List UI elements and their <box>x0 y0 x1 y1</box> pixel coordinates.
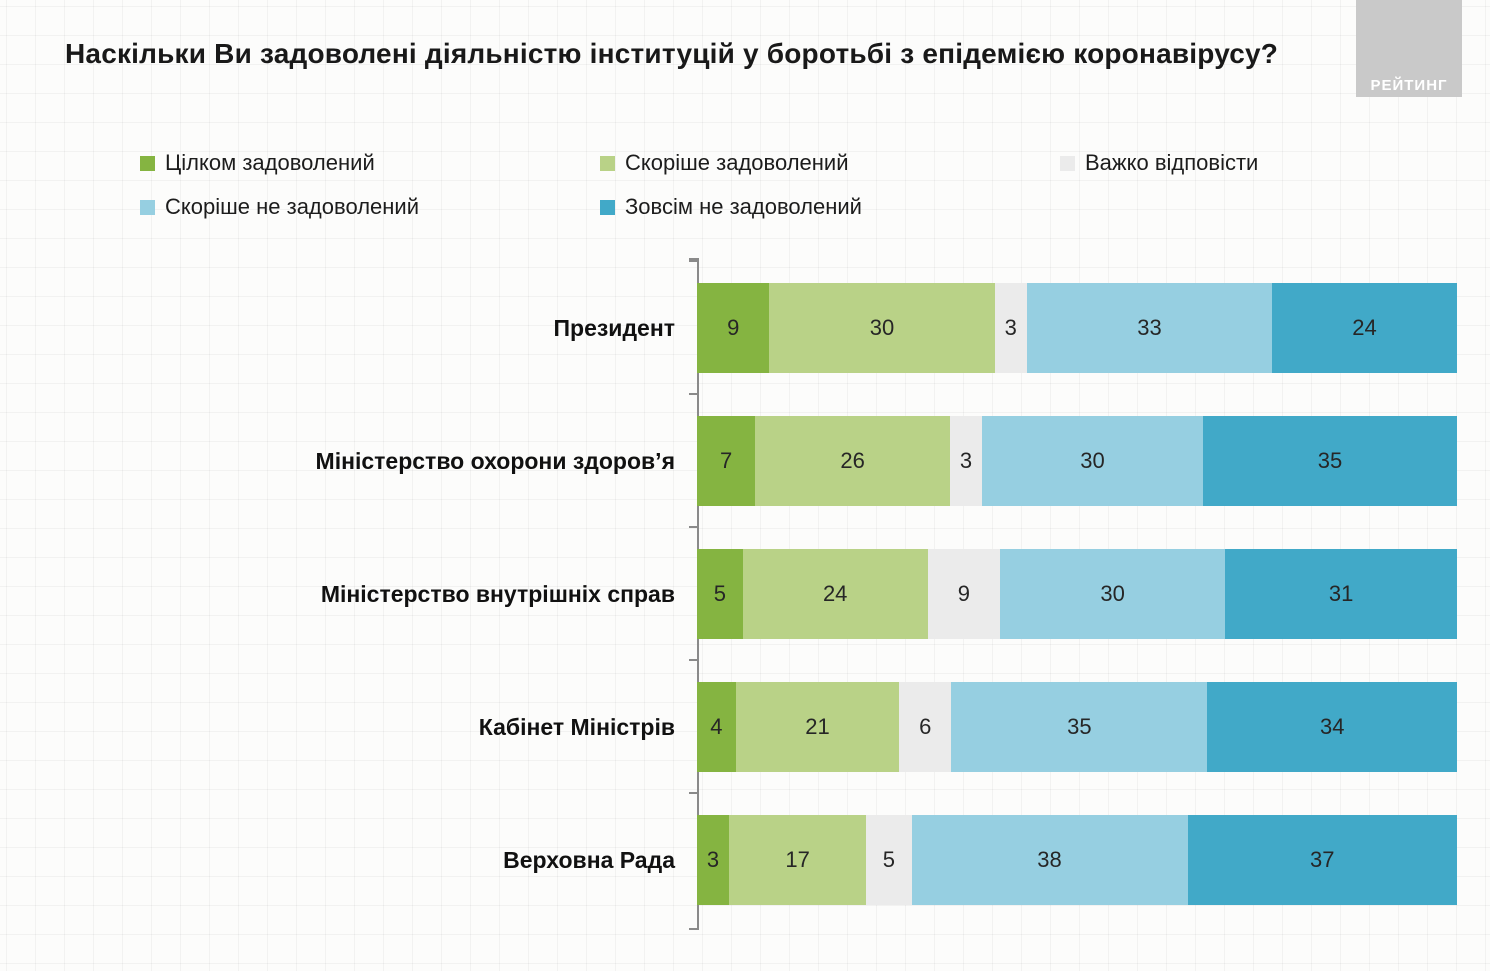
bar-value-label: 24 <box>1352 315 1377 340</box>
category-label: Кабінет Міністрів <box>478 713 675 740</box>
legend-item: Скоріше не задоволений <box>140 194 600 220</box>
bar-segment: 26 <box>755 416 951 506</box>
legend-marker-icon <box>140 199 155 215</box>
category-label: Міністерство внутрішніх справ <box>320 580 675 607</box>
bar-row: Верховна Рада 3 17 5 38 37 <box>0 792 1457 905</box>
bar-value-label: 35 <box>1067 714 1092 739</box>
bar-segment: 5 <box>866 815 912 905</box>
bar-value-label: 4 <box>710 714 723 739</box>
bar-value-label: 26 <box>840 448 865 473</box>
stacked-bar: 7 26 3 30 35 <box>697 416 1457 506</box>
bar-row: Кабінет Міністрів 4 21 6 35 34 <box>0 659 1457 772</box>
bar-value-label: 21 <box>805 714 830 739</box>
bar-value-label: 30 <box>869 315 895 340</box>
bar-row: Президент 9 30 3 33 24 <box>0 260 1458 373</box>
category-label: Міністерство охорони здоров’я <box>315 447 675 474</box>
legend-label: Зовсім не задоволений <box>625 194 862 219</box>
legend-label: Скоріше не задоволений <box>165 194 419 219</box>
bar-segment: 33 <box>1026 283 1273 373</box>
bar-segment: 35 <box>951 682 1208 772</box>
bar-value-label: 35 <box>1317 448 1343 473</box>
bar-segment: 4 <box>697 682 736 772</box>
bar-segment: 5 <box>697 549 743 639</box>
bar-segment: 6 <box>899 682 952 772</box>
bar-value-label: 7 <box>719 448 733 473</box>
bar-segment: 38 <box>911 815 1188 905</box>
bar-segment: 30 <box>981 416 1204 506</box>
bar-value-label: 5 <box>882 847 895 872</box>
stacked-bar: 4 21 6 35 34 <box>697 682 1457 772</box>
category-label: Президент <box>553 314 676 341</box>
stacked-bar-chart: Президент 9 30 3 33 24 Міністерство охорони зд… <box>0 258 1458 930</box>
bar-segment: 24 <box>1272 283 1458 373</box>
bar-segment: 7 <box>697 416 756 506</box>
bar-segment: 35 <box>1203 416 1457 506</box>
bar-segment: 17 <box>729 815 867 905</box>
bar-segment: 9 <box>927 549 1001 639</box>
bar-value-label: 33 <box>1137 315 1162 340</box>
legend-item: Цілком задоволений <box>140 150 600 176</box>
bar-value-label: 9 <box>957 581 971 606</box>
bar-segment: 3 <box>697 815 730 905</box>
bar-value-label: 3 <box>1004 315 1017 340</box>
legend-marker-icon <box>600 199 615 215</box>
bar-value-label: 37 <box>1310 847 1335 872</box>
legend: Цілком задоволений Скоріше задоволений Важ… <box>140 150 1258 220</box>
bar-value-label: 34 <box>1319 714 1345 739</box>
bar-value-label: 31 <box>1328 581 1354 606</box>
legend-marker-icon <box>140 155 155 171</box>
bar-segment: 9 <box>697 283 770 373</box>
bar-row: Міністерство внутрішніх справ 5 24 9 30 31 <box>0 526 1458 639</box>
legend-label: Важко відповісти <box>1085 150 1259 175</box>
bar-value-label: 17 <box>785 847 810 872</box>
bar-segment: 34 <box>1207 682 1457 772</box>
bar-value-label: 30 <box>1100 581 1125 606</box>
bar-value-label: 24 <box>822 581 848 606</box>
category-label: Верховна Рада <box>503 846 675 873</box>
bar-segment: 3 <box>950 416 982 506</box>
legend-label: Цілком задоволений <box>165 150 375 175</box>
chart-title: Наскільки Ви задоволені діяльністю інсти… <box>65 38 1279 69</box>
bar-segment: 24 <box>742 549 928 639</box>
rating-group-logo: РЕЙТИНГ <box>1356 0 1462 97</box>
bar-value-label: 9 <box>727 315 740 340</box>
bar-row: Міністерство охорони здоров’я 7 26 3 30 35 <box>0 393 1457 506</box>
bar-value-label: 30 <box>1080 448 1105 473</box>
legend-item: Важко відповісти <box>1060 150 1258 176</box>
bar-segment: 21 <box>735 682 900 772</box>
legend-marker-icon <box>1060 155 1075 171</box>
rating-logo-label: РЕЙТИНГ <box>1370 77 1448 94</box>
stacked-bar: 9 30 3 33 24 <box>697 283 1458 373</box>
bar-value-label: 3 <box>959 448 973 473</box>
bar-value-label: 38 <box>1037 847 1062 872</box>
stacked-bar: 5 24 9 30 31 <box>697 549 1458 639</box>
bar-value-label: 6 <box>919 714 932 739</box>
legend-label: Скоріше задоволений <box>625 150 849 175</box>
legend-item: Зовсім не задоволений <box>600 194 1060 220</box>
bar-segment: 30 <box>769 283 995 373</box>
legend-marker-icon <box>600 155 615 171</box>
legend-item: Скоріше задоволений <box>600 150 1060 176</box>
bar-value-label: 3 <box>706 847 720 872</box>
stacked-bar: 3 17 5 38 37 <box>697 815 1457 905</box>
bar-segment: 37 <box>1187 815 1457 905</box>
bar-rows: Президент 9 30 3 33 24 Міністерство охорони зд… <box>0 260 1458 905</box>
bar-segment: 31 <box>1225 549 1458 639</box>
bar-value-label: 5 <box>713 581 726 606</box>
bar-segment: 3 <box>994 283 1027 373</box>
bar-segment: 30 <box>1000 549 1226 639</box>
